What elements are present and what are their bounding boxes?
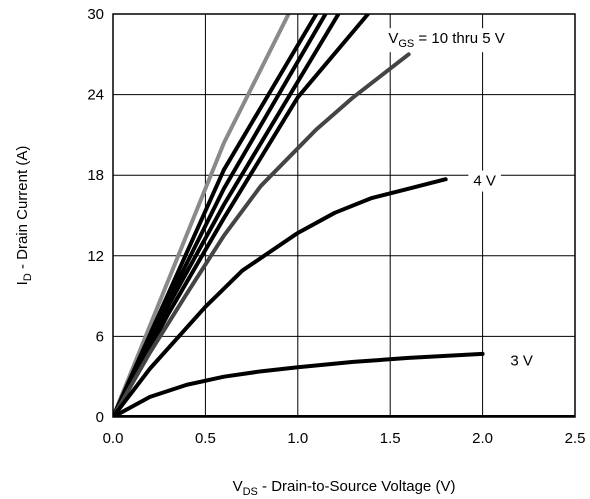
x-tick-label: 2.0 bbox=[472, 430, 493, 447]
annotation-background bbox=[468, 170, 501, 192]
series-line-vgs-10v bbox=[113, 14, 291, 417]
annotation-background bbox=[383, 28, 510, 53]
series-layer bbox=[113, 14, 575, 417]
x-tick-label: 2.5 bbox=[565, 430, 586, 447]
x-tick-label: 1.5 bbox=[380, 430, 401, 447]
tick-labels: 0.0 0.5 1.0 1.5 2.0 2.5 0 6 12 18 24 30 bbox=[87, 6, 585, 447]
series-line-vgs-3v bbox=[113, 351, 485, 417]
annotation-v3: 3 V bbox=[510, 353, 533, 370]
y-tick-label: 0 bbox=[96, 409, 104, 426]
x-tick-label: 1.0 bbox=[287, 430, 308, 447]
y-tick-label: 30 bbox=[87, 6, 104, 23]
series-line-vgs-5v bbox=[113, 52, 411, 417]
x-axis-label: VDS - Drain-to-Source Voltage (V) bbox=[233, 478, 456, 498]
annotation-background bbox=[505, 350, 538, 372]
plot-frame bbox=[112, 13, 576, 418]
y-tick-label: 18 bbox=[87, 167, 104, 184]
x-tick-label: 0.0 bbox=[103, 430, 124, 447]
y-tick-label: 24 bbox=[87, 87, 104, 104]
series-line-vgs-4v bbox=[113, 177, 448, 417]
y-axis-label: ID - Drain Current (A) bbox=[14, 146, 34, 286]
annotation-v4: 4 V bbox=[473, 173, 496, 190]
annotations: VGS = 10 thru 5 V 4 V 3 V bbox=[383, 28, 538, 372]
y-tick-label: 12 bbox=[87, 248, 104, 265]
annotation-vgs: VGS = 10 thru 5 V bbox=[388, 30, 504, 50]
x-tick-label: 0.5 bbox=[195, 430, 216, 447]
y-tick-label: 6 bbox=[96, 328, 104, 345]
series-line-vgs-6v bbox=[113, 14, 371, 417]
